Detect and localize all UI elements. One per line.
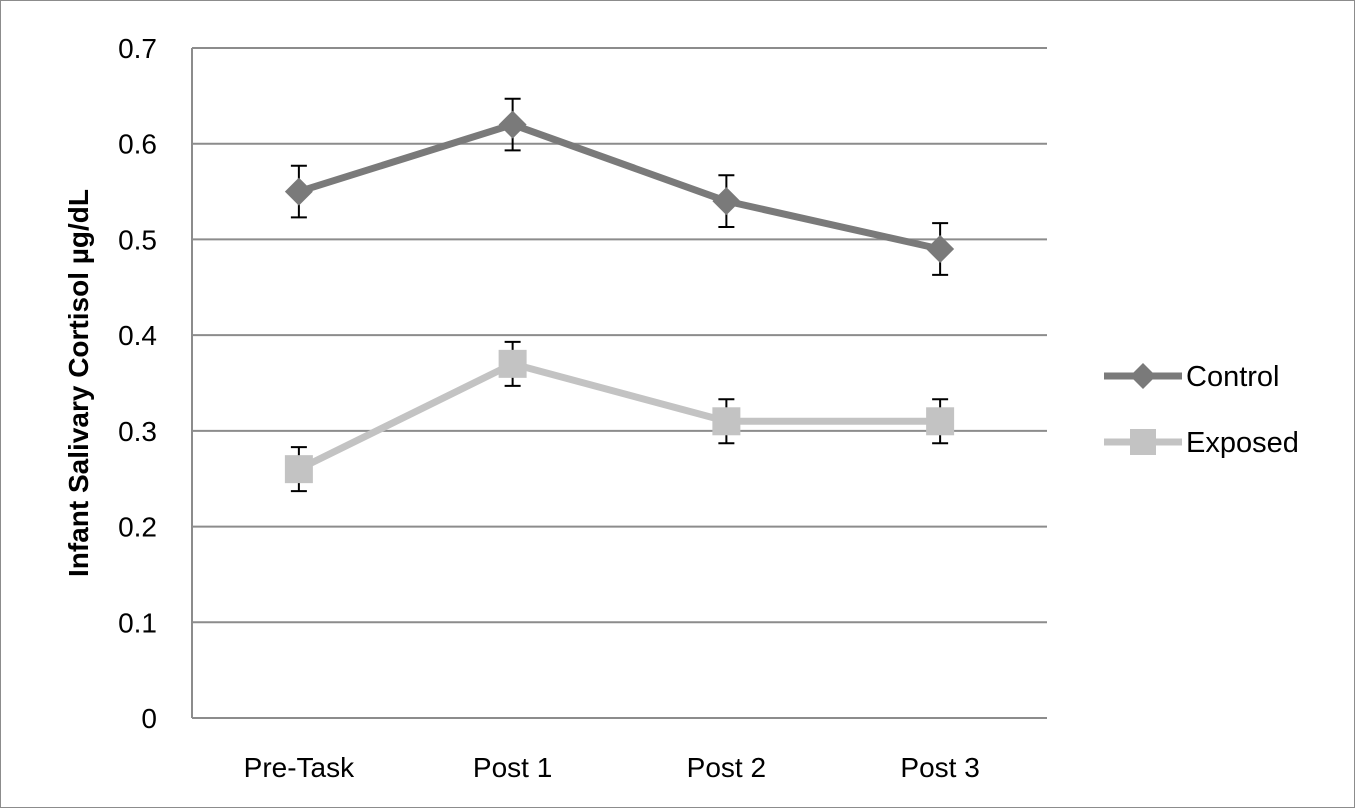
- series-line: [297, 360, 941, 473]
- data-point: [498, 349, 527, 378]
- x-tick-label: Post 1: [473, 752, 552, 783]
- data-point: [926, 235, 955, 263]
- legend-marker: [1130, 363, 1156, 389]
- legend-item-exposed: Exposed: [1104, 427, 1299, 459]
- series-control: [284, 97, 955, 276]
- x-tick-label: Post 3: [900, 752, 979, 783]
- gridlines: [191, 47, 1047, 719]
- y-tick-label: 0: [141, 703, 157, 734]
- series-layer: [284, 97, 955, 493]
- y-tick-label: 0.7: [118, 33, 157, 64]
- x-tick-label: Post 2: [687, 752, 766, 783]
- legend: Control Exposed: [1104, 361, 1299, 459]
- legend-label: Control: [1186, 361, 1280, 393]
- y-tick-label: 0.1: [118, 607, 157, 638]
- y-tick-label: 0.2: [118, 512, 157, 543]
- y-tick-label: 0.3: [118, 416, 157, 447]
- x-axis-ticks: Pre-Task Post 1 Post 2 Post 3: [244, 752, 980, 783]
- y-tick-label: 0.5: [118, 224, 157, 255]
- y-tick-label: 0.6: [118, 129, 157, 160]
- y-axis-title: Infant Salivary Cortisol µg/dL: [63, 189, 94, 577]
- data-point: [284, 177, 313, 206]
- series-line: [297, 121, 941, 253]
- y-axis-ticks: 0 0.1 0.2 0.3 0.4 0.5 0.6 0.7: [118, 33, 157, 734]
- data-point: [712, 187, 741, 216]
- legend-label: Exposed: [1186, 427, 1299, 459]
- data-point: [712, 407, 741, 436]
- data-point: [498, 110, 527, 139]
- x-tick-label: Pre-Task: [244, 752, 355, 783]
- series-exposed: [284, 340, 955, 493]
- y-tick-label: 0.4: [118, 320, 157, 351]
- data-point: [926, 407, 955, 436]
- data-point: [284, 455, 313, 484]
- legend-marker: [1130, 429, 1156, 455]
- legend-item-control: Control: [1104, 361, 1280, 393]
